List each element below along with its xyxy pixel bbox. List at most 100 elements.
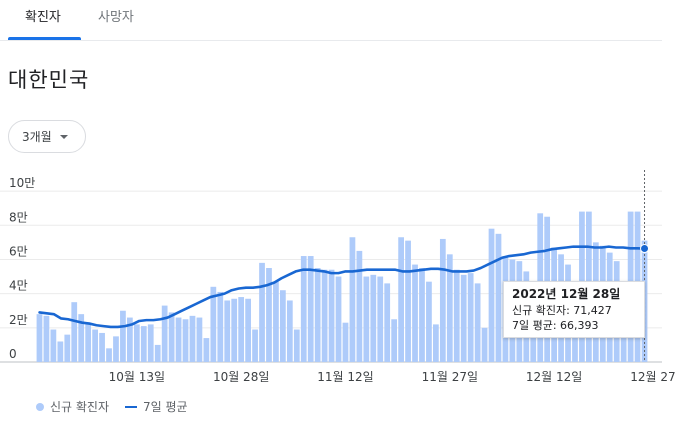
bar xyxy=(620,317,627,362)
bar xyxy=(161,305,168,362)
bar xyxy=(314,268,321,362)
bar xyxy=(210,286,217,362)
y-tick-label: 8만 xyxy=(9,210,28,224)
tab-deaths[interactable]: 사망자 xyxy=(98,10,134,25)
bar xyxy=(495,233,502,362)
bar xyxy=(474,283,481,362)
bar xyxy=(426,281,432,362)
x-tick-label: 12월 12일 xyxy=(526,370,582,384)
bar xyxy=(481,327,488,362)
x-tick-label: 11월 27일 xyxy=(422,370,478,384)
bar xyxy=(439,238,446,362)
bar xyxy=(356,250,363,362)
bar xyxy=(231,298,238,362)
y-tick-label: 4만 xyxy=(9,279,28,293)
chart-legend: 신규 확진자 7일 평균 xyxy=(36,398,188,415)
legend-average-swatch xyxy=(125,405,138,408)
bar xyxy=(391,319,398,362)
bar xyxy=(530,320,537,362)
y-tick-label: 2만 xyxy=(9,313,28,327)
bar xyxy=(259,262,265,362)
bar xyxy=(273,281,279,362)
bar xyxy=(405,240,411,362)
bar xyxy=(189,315,196,362)
bar xyxy=(453,269,460,362)
bar xyxy=(446,254,453,362)
bar xyxy=(92,329,98,362)
bar xyxy=(113,336,119,362)
bar xyxy=(106,348,112,362)
bar xyxy=(154,344,161,362)
bar xyxy=(140,326,147,362)
tooltip-daily-cases: 신규 확진자: 71,427 xyxy=(512,304,612,317)
bar xyxy=(328,269,335,362)
bar xyxy=(50,329,57,362)
bar xyxy=(147,324,154,362)
region-title: 대한민국 xyxy=(8,68,90,92)
bar xyxy=(412,264,418,362)
bar xyxy=(488,228,495,362)
bar xyxy=(460,274,467,362)
bar xyxy=(78,314,85,362)
bar xyxy=(168,312,175,362)
bar xyxy=(175,317,182,362)
chart-tooltip: 2022년 12월 28일 신규 확진자: 71,427 7일 평균: 66,3… xyxy=(503,281,645,338)
y-tick-label: 10만 xyxy=(9,176,35,190)
bar xyxy=(363,276,370,362)
bar xyxy=(433,324,439,362)
average-line xyxy=(38,245,646,329)
bar xyxy=(64,334,71,362)
bar xyxy=(335,276,342,362)
bar xyxy=(419,268,425,362)
legend-daily-label: 신규 확진자 xyxy=(50,400,110,414)
x-tick-label: 10월 28일 xyxy=(213,370,269,384)
bar xyxy=(224,300,231,362)
bar xyxy=(280,290,286,362)
bar xyxy=(196,317,203,362)
period-dropdown[interactable]: 3개월 xyxy=(8,120,86,153)
tooltip-7day-average: 7일 평균: 66,393 xyxy=(512,319,599,332)
bar xyxy=(307,256,314,362)
bar xyxy=(36,314,43,362)
x-tick-label: 11월 12일 xyxy=(317,370,373,384)
bar xyxy=(99,332,105,362)
bar xyxy=(71,302,78,362)
y-tick-label: 0 xyxy=(9,347,17,361)
legend-daily-dot xyxy=(36,402,44,411)
bar xyxy=(120,310,126,362)
bar xyxy=(377,276,384,362)
bar xyxy=(384,283,391,362)
bar xyxy=(217,291,224,362)
bar xyxy=(572,320,578,362)
bar xyxy=(245,298,251,362)
bar xyxy=(300,256,307,362)
tab-cases[interactable]: 확진자 xyxy=(25,10,61,25)
bar xyxy=(321,269,328,362)
period-dropdown-label: 3개월 xyxy=(22,130,52,144)
bar xyxy=(467,273,474,362)
bar xyxy=(85,322,92,362)
tab-bar: 확진자 사망자 xyxy=(0,0,662,41)
bar xyxy=(238,297,245,362)
bar xyxy=(252,329,258,362)
bar xyxy=(57,341,64,362)
bar xyxy=(266,268,272,362)
y-tick-label: 6만 xyxy=(9,244,28,258)
bar xyxy=(370,274,377,362)
bar xyxy=(349,237,356,362)
bar xyxy=(398,237,404,362)
bar xyxy=(203,338,210,362)
bar xyxy=(127,317,133,362)
tooltip-date: 2022년 12월 28일 xyxy=(512,287,621,301)
bar xyxy=(43,315,50,362)
bar xyxy=(286,300,293,362)
active-tab-indicator xyxy=(8,37,81,40)
x-tick-label: 10월 13일 xyxy=(109,370,165,384)
caret-down-icon xyxy=(59,134,68,139)
bar xyxy=(342,322,349,362)
bar xyxy=(293,329,300,362)
hover-point xyxy=(640,244,650,254)
bar xyxy=(133,324,140,362)
legend-average-label: 7일 평균 xyxy=(143,400,188,414)
bar xyxy=(182,319,189,362)
